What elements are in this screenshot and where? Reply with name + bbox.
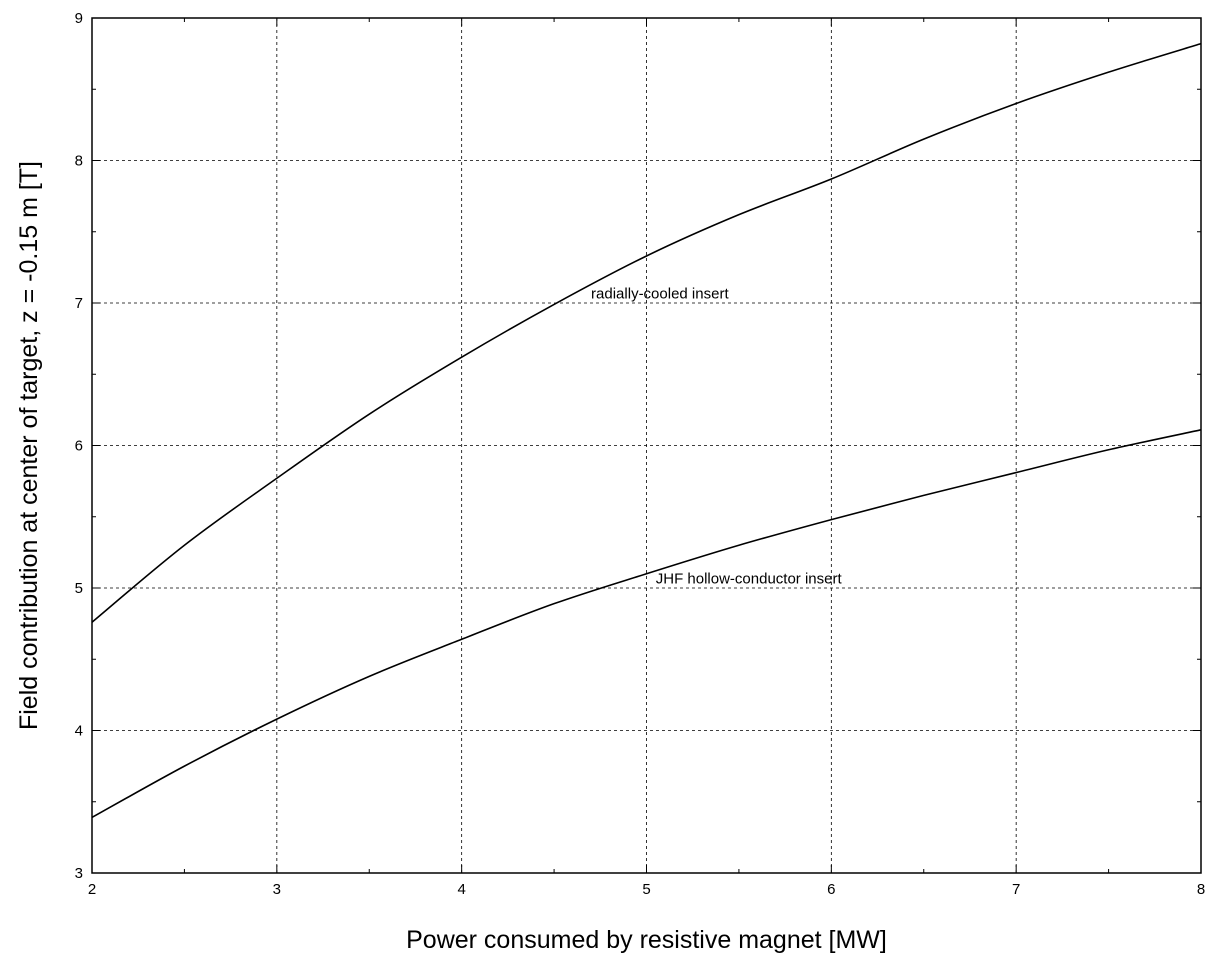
x-axis-label: Power consumed by resistive magnet [MW] — [406, 926, 887, 954]
y-tick-label: 8 — [75, 153, 83, 170]
series-line — [91, 42, 1202, 623]
y-tick-label: 6 — [75, 438, 83, 455]
series-lines — [91, 42, 1202, 819]
y-axis-label: Field contribution at center of target, … — [15, 161, 43, 730]
x-tick-label: 2 — [88, 881, 96, 898]
y-tick-label: 4 — [75, 723, 83, 740]
x-tick-label: 7 — [1012, 881, 1020, 898]
x-tick-label: 6 — [827, 881, 835, 898]
grid-lines — [92, 18, 1201, 873]
x-tick-label: 3 — [273, 881, 281, 898]
x-tick-label: 4 — [457, 881, 465, 898]
axis-ticks — [91, 17, 1202, 874]
y-tick-label: 7 — [75, 295, 83, 312]
series-annotation: JHF hollow-conductor insert — [656, 571, 843, 588]
y-tick-label: 3 — [75, 865, 83, 882]
annotations: radially-cooled insert JHF hollow-conduct… — [591, 286, 842, 588]
series-line — [91, 429, 1202, 819]
y-tick-label: 5 — [75, 580, 83, 597]
x-tick-label: 5 — [642, 881, 650, 898]
y-tick-label: 9 — [75, 10, 83, 27]
series-annotation: radially-cooled insert — [591, 286, 729, 303]
x-tick-label: 8 — [1197, 881, 1205, 898]
